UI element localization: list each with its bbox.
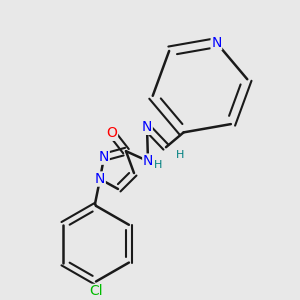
Text: H: H [154,160,162,170]
Text: O: O [106,126,117,140]
Text: N: N [99,150,109,164]
Text: N: N [211,36,222,50]
Text: H: H [176,150,184,160]
Text: N: N [143,154,153,168]
Text: Cl: Cl [89,284,103,298]
Text: N: N [142,120,152,134]
Text: N: N [95,172,105,186]
